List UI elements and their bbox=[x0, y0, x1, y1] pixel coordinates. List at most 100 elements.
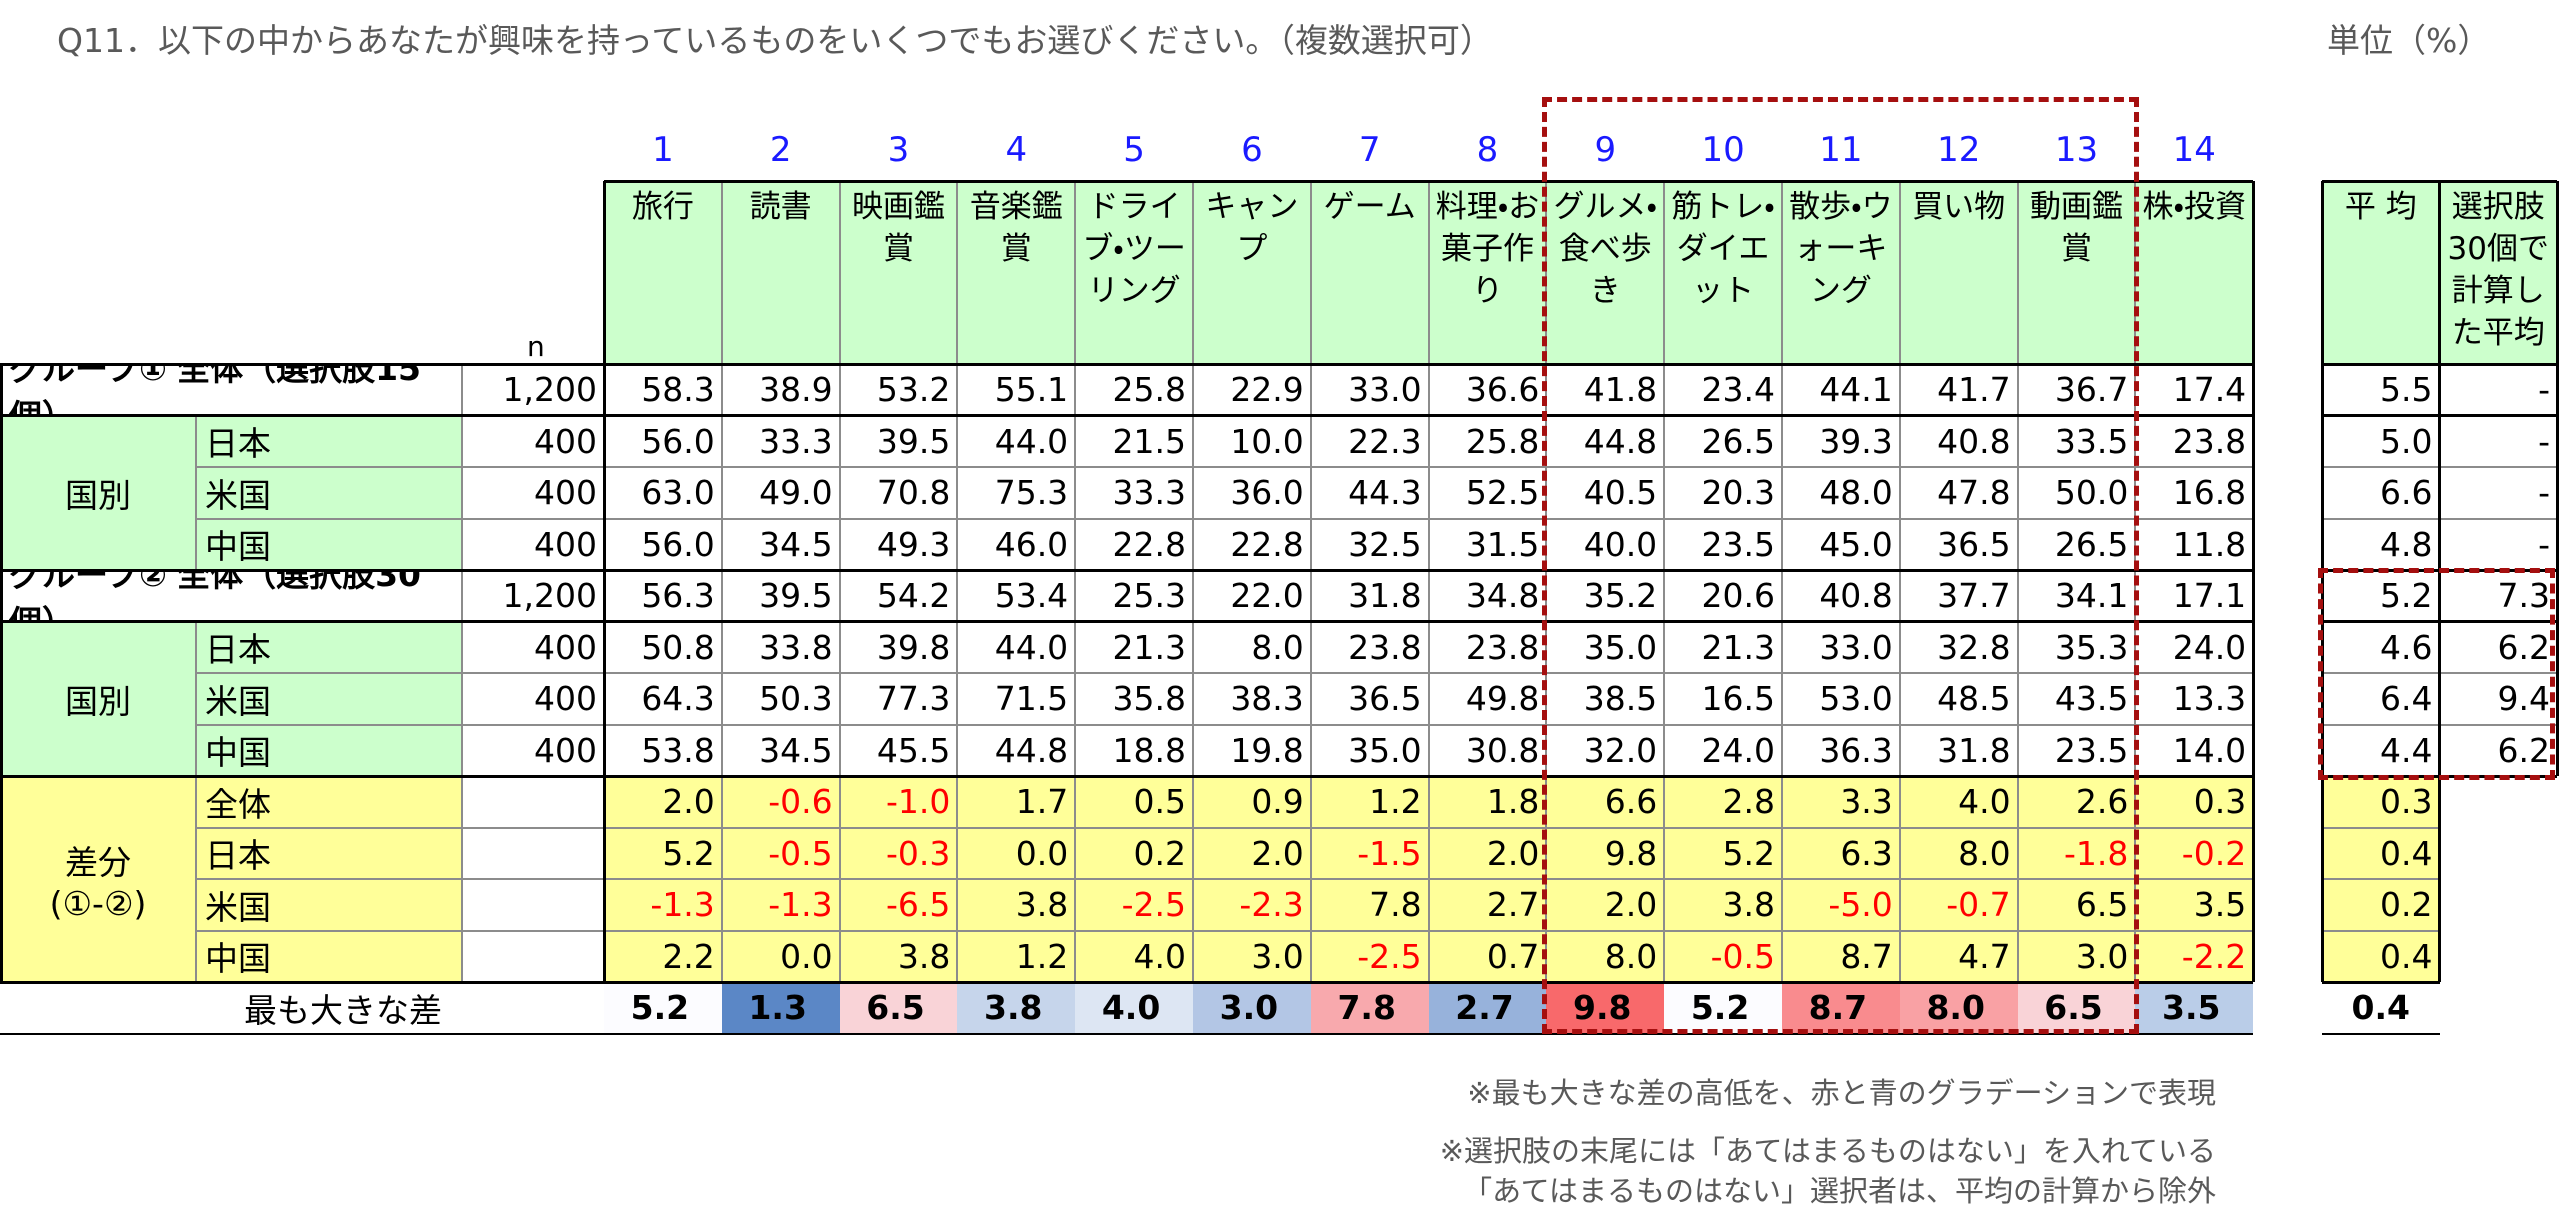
column-header: 映画鑑賞 bbox=[839, 181, 958, 364]
value-cell: 31.5 bbox=[1428, 518, 1547, 570]
value-cell: 8.7 bbox=[1782, 930, 1900, 982]
unit: 単位（%） bbox=[2327, 21, 2491, 60]
column-header: 散歩・ウォーキング bbox=[1782, 181, 1900, 364]
value-cell: 23.5 bbox=[1664, 518, 1782, 570]
value-cell: -0.5 bbox=[721, 827, 840, 879]
n-cell: 1,200 bbox=[462, 570, 604, 622]
value-cell: 25.8 bbox=[1428, 415, 1547, 467]
value-cell: -6.5 bbox=[839, 879, 958, 931]
value-cell: 2.2 bbox=[604, 930, 722, 982]
value-cell: 4.0 bbox=[1075, 930, 1193, 982]
value-cell: -2.5 bbox=[1310, 930, 1429, 982]
value-cell: 53.4 bbox=[957, 570, 1076, 622]
value-cell: 9.8 bbox=[1546, 827, 1665, 879]
value-cell: -1.8 bbox=[2017, 827, 2136, 879]
max-value: 1.3 bbox=[721, 982, 840, 1034]
value-cell: 32.5 bbox=[1310, 518, 1429, 570]
max-value: 6.5 bbox=[839, 982, 958, 1034]
value-cell: 0.9 bbox=[1193, 776, 1311, 828]
value-cell: 3.8 bbox=[1664, 879, 1782, 931]
average-cell: 0.4 bbox=[2322, 827, 2440, 879]
rule bbox=[2438, 181, 2441, 982]
value-cell: 8.0 bbox=[1899, 827, 2018, 879]
value-cell: 22.8 bbox=[1075, 518, 1193, 570]
column-header: 株・投資 bbox=[2135, 181, 2254, 364]
value-cell: 17.4 bbox=[2135, 364, 2254, 416]
value-cell: 0.5 bbox=[1075, 776, 1193, 828]
rule bbox=[0, 414, 2254, 417]
column-number: 1 bbox=[652, 130, 674, 170]
value-cell: 2.0 bbox=[604, 776, 722, 828]
value-cell: 44.3 bbox=[1310, 467, 1429, 519]
average30-header: 選択肢30個で計算した平均 bbox=[2439, 181, 2557, 364]
rule bbox=[2322, 1032, 2440, 1035]
value-cell: 48.0 bbox=[1782, 467, 1900, 519]
value-cell: 4.7 bbox=[1899, 930, 2018, 982]
value-cell: 0.0 bbox=[957, 827, 1076, 879]
n-cell: 400 bbox=[462, 724, 604, 776]
value-cell: 55.1 bbox=[957, 364, 1076, 416]
value-cell: 32.8 bbox=[1899, 621, 2018, 673]
max-value: 3.5 bbox=[2135, 982, 2254, 1034]
value-cell: 30.8 bbox=[1428, 724, 1547, 776]
row-label: 全体 bbox=[196, 776, 462, 828]
rule bbox=[0, 1032, 2254, 1035]
average-cell: 4.4 bbox=[2322, 724, 2440, 776]
value-cell: 39.8 bbox=[839, 621, 958, 673]
value-cell: 1.8 bbox=[1428, 776, 1547, 828]
value-cell: 41.7 bbox=[1899, 364, 2018, 416]
value-cell: 10.0 bbox=[1193, 415, 1311, 467]
column-number: 12 bbox=[1937, 130, 1981, 170]
difference-label: 差分 (①-②) bbox=[0, 776, 196, 982]
average-cell: 6.6 bbox=[2322, 467, 2440, 519]
average-cell: 4.8 bbox=[2322, 518, 2440, 570]
average30-cell: - bbox=[2439, 364, 2557, 416]
row-label: 米国 bbox=[196, 673, 462, 725]
value-cell: 3.8 bbox=[839, 930, 958, 982]
max-value: 8.7 bbox=[1782, 982, 1900, 1034]
average30-cell: - bbox=[2439, 467, 2557, 519]
value-cell: 0.3 bbox=[2135, 776, 2254, 828]
note: ※選択肢の末尾には「あてはまるものはない」を入れている bbox=[1439, 1134, 2216, 1168]
column-header: 旅行 bbox=[604, 181, 722, 364]
value-cell: -2.3 bbox=[1193, 879, 1311, 931]
max-label: 最も大きな差 bbox=[244, 990, 442, 1030]
value-cell: 22.9 bbox=[1193, 364, 1311, 416]
value-cell: 33.3 bbox=[1075, 467, 1193, 519]
value-cell: 38.9 bbox=[721, 364, 840, 416]
value-cell: 56.0 bbox=[604, 415, 722, 467]
note: ※最も大きな差の高低を、赤と青のグラデーションで表現 bbox=[1467, 1076, 2216, 1110]
value-cell: 24.0 bbox=[2135, 621, 2254, 673]
max-value: 5.2 bbox=[604, 982, 722, 1034]
average30-cell: - bbox=[2439, 518, 2557, 570]
value-cell: -0.5 bbox=[1664, 930, 1782, 982]
value-cell: 50.8 bbox=[604, 621, 722, 673]
value-cell: 23.8 bbox=[2135, 415, 2254, 467]
value-cell: 36.5 bbox=[1310, 673, 1429, 725]
value-cell: 56.0 bbox=[604, 518, 722, 570]
value-cell: 21.3 bbox=[1075, 621, 1193, 673]
value-cell: 35.0 bbox=[1546, 621, 1665, 673]
max-value: 8.0 bbox=[1899, 982, 2018, 1034]
value-cell: 53.8 bbox=[604, 724, 722, 776]
column-header: ドライブ・ツーリング bbox=[1075, 181, 1193, 364]
value-cell: 40.8 bbox=[1782, 570, 1900, 622]
value-cell: -0.2 bbox=[2135, 827, 2254, 879]
column-number: 14 bbox=[2172, 130, 2216, 170]
row-label: 中国 bbox=[196, 724, 462, 776]
n-cell: 400 bbox=[462, 415, 604, 467]
n-cell bbox=[462, 776, 604, 828]
value-cell: 14.0 bbox=[2135, 724, 2254, 776]
average30-cell: - bbox=[2439, 415, 2557, 467]
column-number: 11 bbox=[1819, 130, 1863, 170]
column-header: グルメ・食べ歩き bbox=[1546, 181, 1665, 364]
value-cell: 22.8 bbox=[1193, 518, 1311, 570]
value-cell: 58.3 bbox=[604, 364, 722, 416]
rule bbox=[2555, 181, 2559, 776]
column-header: 読書 bbox=[721, 181, 840, 364]
value-cell: 71.5 bbox=[957, 673, 1076, 725]
value-cell: 75.3 bbox=[957, 467, 1076, 519]
value-cell: -1.5 bbox=[1310, 827, 1429, 879]
column-header: 料理・お菓子作り bbox=[1428, 181, 1547, 364]
